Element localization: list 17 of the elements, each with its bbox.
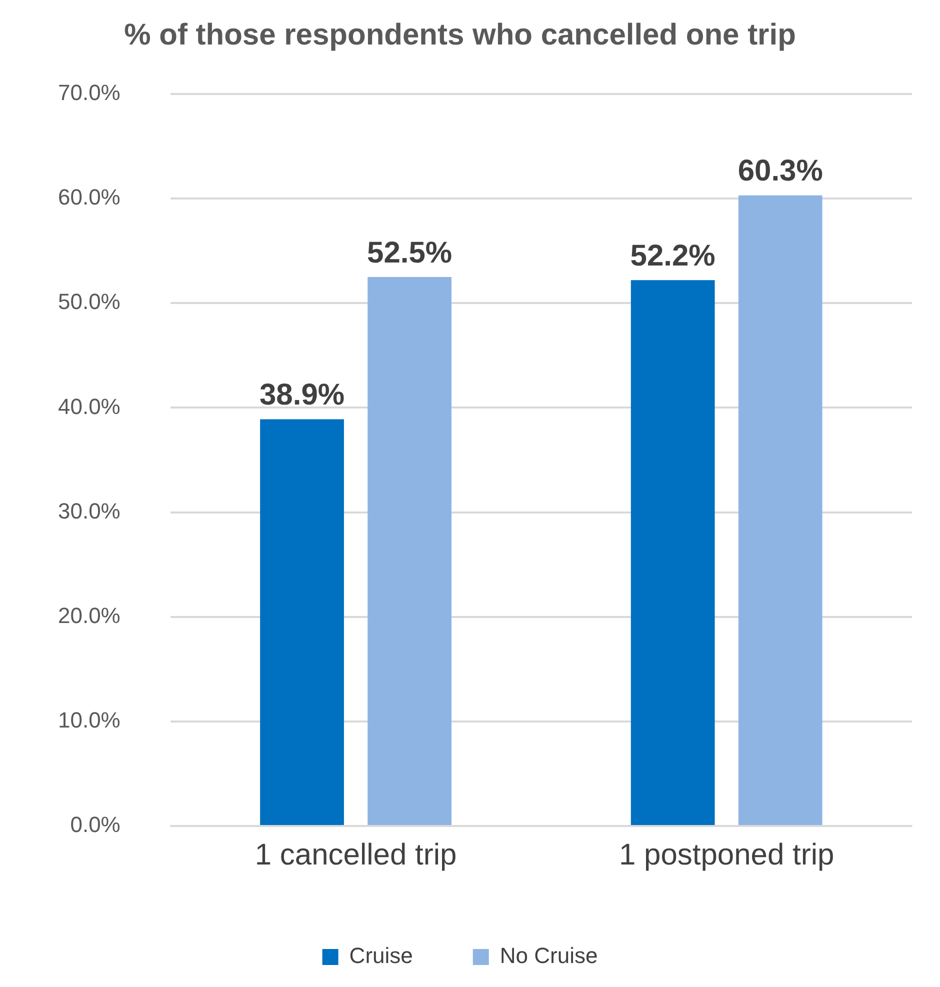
x-tick-label: 1 postponed trip	[619, 838, 834, 872]
y-tick-label: 60.0%	[58, 184, 120, 210]
legend-label: Cruise	[349, 943, 413, 968]
chart-title: % of those respondents who cancelled one trip	[124, 18, 796, 52]
data-label: 38.9%	[259, 378, 345, 412]
y-tick-label: 0.0%	[70, 812, 120, 838]
data-label: 52.2%	[630, 239, 716, 272]
x-tick-label: 1 cancelled trip	[254, 838, 457, 872]
legend-label: No Cruise	[500, 943, 598, 968]
y-tick-label: 10.0%	[58, 707, 120, 732]
y-tick-label: 70.0%	[58, 80, 120, 106]
data-label: 52.5%	[367, 236, 452, 270]
y-tick-label: 50.0%	[58, 289, 120, 314]
y-tick-label: 20.0%	[58, 602, 120, 628]
y-tick-label: 40.0%	[58, 394, 120, 419]
data-label: 60.3%	[738, 154, 823, 188]
y-tick-label: 30.0%	[58, 498, 120, 524]
